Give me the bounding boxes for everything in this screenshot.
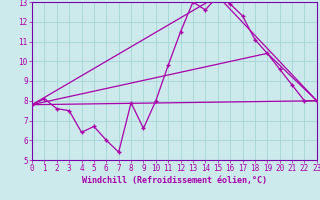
X-axis label: Windchill (Refroidissement éolien,°C): Windchill (Refroidissement éolien,°C)	[82, 176, 267, 185]
